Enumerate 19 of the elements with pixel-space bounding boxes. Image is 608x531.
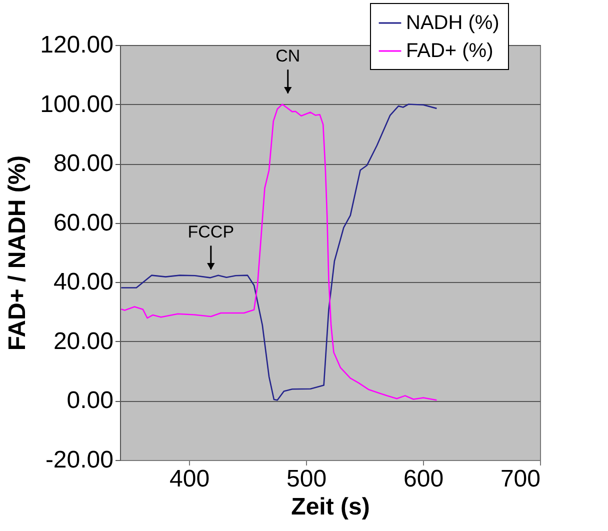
y-axis-title: FAD+ / NADH (%) <box>4 155 32 351</box>
y-tick-label: 60.00 <box>53 209 114 236</box>
y-tick-label: 20.00 <box>53 328 114 355</box>
legend-label: FAD+ (%) <box>406 40 494 62</box>
x-tick-label: 500 <box>286 466 327 492</box>
legend-label: NADH (%) <box>406 12 500 34</box>
y-tick-label: 80.00 <box>53 150 114 178</box>
y-tick-label: 100.00 <box>40 90 114 118</box>
y-tick-label: -20.00 <box>45 446 114 474</box>
x-axis-title: Zeit (s) <box>291 494 370 520</box>
x-tick-label: 600 <box>403 466 444 492</box>
annotation: FCCP <box>188 222 234 242</box>
x-tick-label: 700 <box>500 466 540 492</box>
x-tick-label: 400 <box>170 466 210 492</box>
y-tick-label: 120.00 <box>40 32 114 58</box>
annotation: CN <box>276 46 300 66</box>
y-tick-label: 40.00 <box>53 268 114 296</box>
line-series <box>120 104 438 401</box>
y-tick-label: 0.00 <box>66 387 114 414</box>
